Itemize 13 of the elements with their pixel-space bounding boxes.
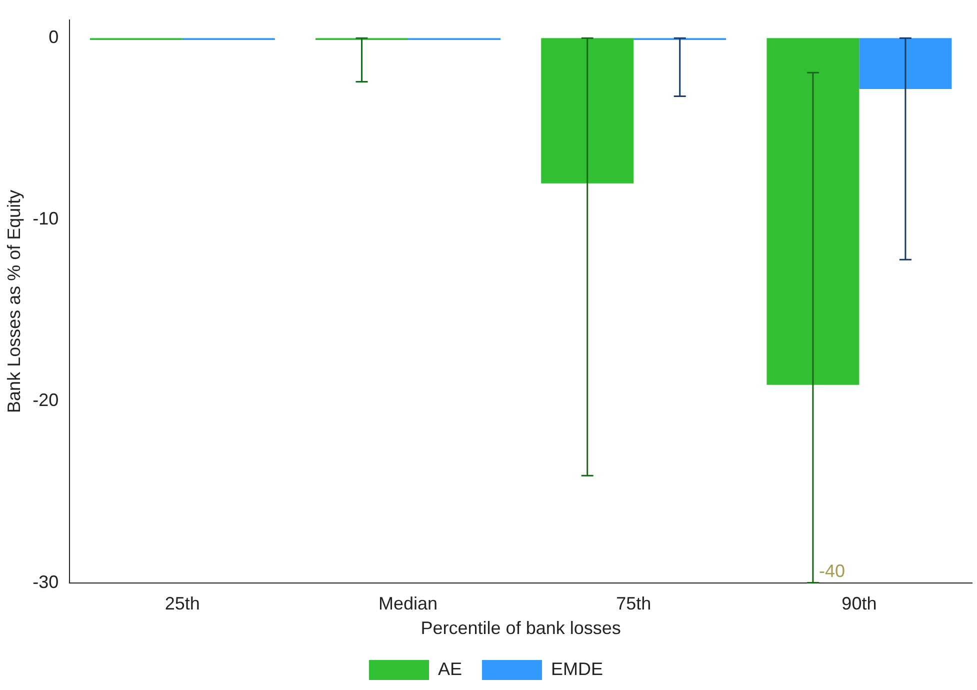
legend-label: AE (438, 658, 462, 679)
y-tick-label: -30 (32, 572, 59, 592)
x-tick-label: 75th (616, 594, 652, 614)
x-axis-title: Percentile of bank losses (420, 618, 621, 638)
x-tick-label: 25th (164, 594, 200, 614)
y-tick-label: 0 (48, 27, 59, 48)
y-tick-label: -20 (32, 390, 59, 410)
y-axis-title: Bank Losses as % of Equity (4, 190, 24, 413)
x-tick-label: 90th (842, 594, 877, 614)
x-tick-label: Median (378, 594, 438, 614)
legend-label: EMDE (551, 658, 604, 679)
y-tick-label: -10 (32, 208, 59, 229)
annotation: -40 (818, 560, 845, 581)
